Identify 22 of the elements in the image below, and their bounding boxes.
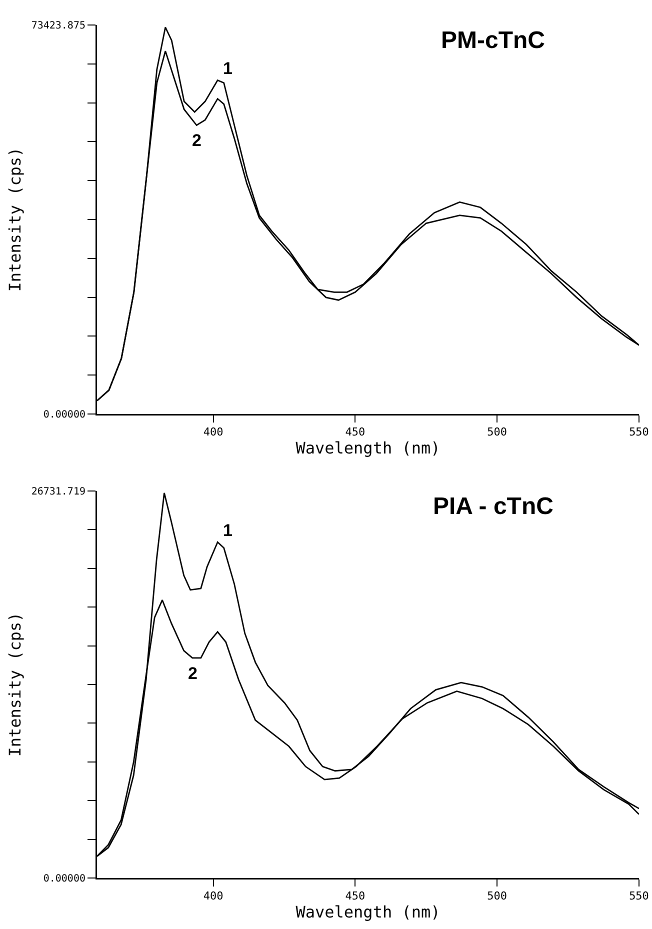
x-tick-label: 400: [203, 890, 224, 903]
x-tick-label: 450: [345, 426, 366, 439]
x-axis-title: Wavelength (nm): [296, 902, 440, 922]
series-label: 2: [188, 664, 198, 683]
x-tick-label: 500: [487, 890, 508, 903]
series-label: 1: [223, 59, 232, 78]
x-tick-label: 550: [629, 426, 649, 439]
x-tick-label: 550: [629, 890, 649, 903]
y-tick-label: 26731.719: [31, 486, 86, 498]
chart-title: PM-cTnC: [441, 27, 545, 54]
series-label: 2: [192, 131, 202, 150]
y-tick-label: 0.00000: [43, 410, 86, 420]
y-axis-title: Intensity (cps): [5, 612, 24, 757]
y-tick-label: 0.00000: [43, 874, 86, 884]
series-label: 1: [223, 521, 232, 540]
x-axis-title: Wavelength (nm): [296, 438, 440, 458]
x-tick-label: 500: [487, 426, 508, 439]
chart-title: PIA - cTnC: [433, 493, 554, 520]
y-tick-label: 73423.875: [31, 20, 86, 32]
x-tick-label: 400: [203, 426, 224, 439]
y-axis-title: Intensity (cps): [5, 147, 24, 292]
x-tick-label: 450: [345, 890, 366, 903]
